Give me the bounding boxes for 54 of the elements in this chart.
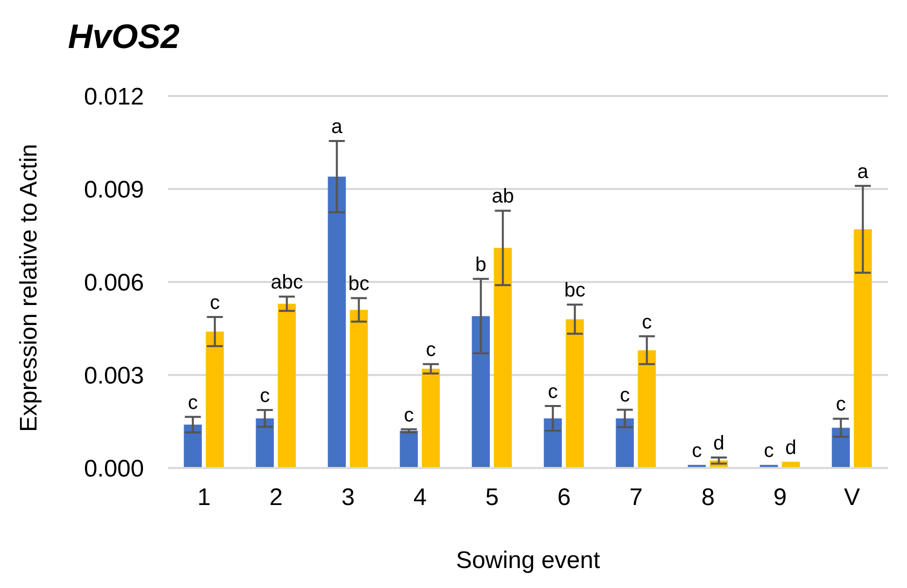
data-label: bc [564, 280, 586, 302]
bar [184, 424, 202, 468]
data-label: c [210, 292, 220, 314]
x-tick-label: 4 [413, 484, 427, 512]
data-label: c [404, 404, 414, 426]
x-tick-label: 9 [773, 484, 787, 512]
data-label: c [836, 394, 846, 416]
bar [256, 418, 274, 468]
y-axis-title: Expression relative to Actin [16, 144, 43, 432]
data-label: c [548, 381, 558, 403]
bar [278, 304, 296, 468]
x-tick-label: 7 [629, 484, 643, 512]
data-label: a [857, 160, 870, 183]
data-label: c [642, 311, 652, 334]
data-label: c [764, 440, 774, 462]
data-label: c [188, 392, 198, 414]
x-tick-label: 6 [557, 484, 571, 512]
bar [854, 229, 872, 468]
data-label: ab [492, 186, 514, 208]
data-label: bc [348, 273, 370, 296]
data-label: abc [270, 272, 303, 294]
bar [638, 350, 656, 468]
data-label: d [785, 436, 796, 459]
data-label: c [426, 339, 436, 362]
x-tick-label: 2 [269, 484, 283, 512]
bar [616, 418, 634, 468]
data-label: b [475, 254, 486, 276]
bar [472, 316, 490, 468]
x-tick-label: 1 [197, 484, 211, 512]
data-label: c [620, 384, 630, 407]
bar [566, 319, 584, 468]
data-label: c [260, 385, 270, 408]
y-tick-label: 0.006 [84, 270, 144, 297]
x-axis-title: Sowing event [456, 547, 600, 574]
bar [422, 368, 440, 468]
x-tick-label: V [844, 484, 860, 512]
bar [206, 332, 224, 468]
y-tick-label: 0.009 [84, 176, 144, 204]
chart-title: HvOS2 [68, 18, 180, 57]
data-label: d [713, 432, 724, 454]
x-tick-label: 5 [485, 484, 499, 512]
x-tick-label: 8 [701, 484, 715, 512]
y-tick-label: 0.012 [84, 84, 144, 111]
bar [832, 428, 850, 468]
y-tick-label: 0.000 [84, 456, 144, 483]
x-tick-label: 3 [341, 484, 355, 512]
bar [328, 176, 346, 468]
bar [400, 430, 418, 468]
data-label: c [692, 440, 702, 462]
bar [494, 248, 512, 468]
y-tick-label: 0.003 [84, 362, 144, 390]
bar [544, 418, 562, 468]
data-label: a [331, 116, 344, 138]
bar [350, 310, 368, 468]
